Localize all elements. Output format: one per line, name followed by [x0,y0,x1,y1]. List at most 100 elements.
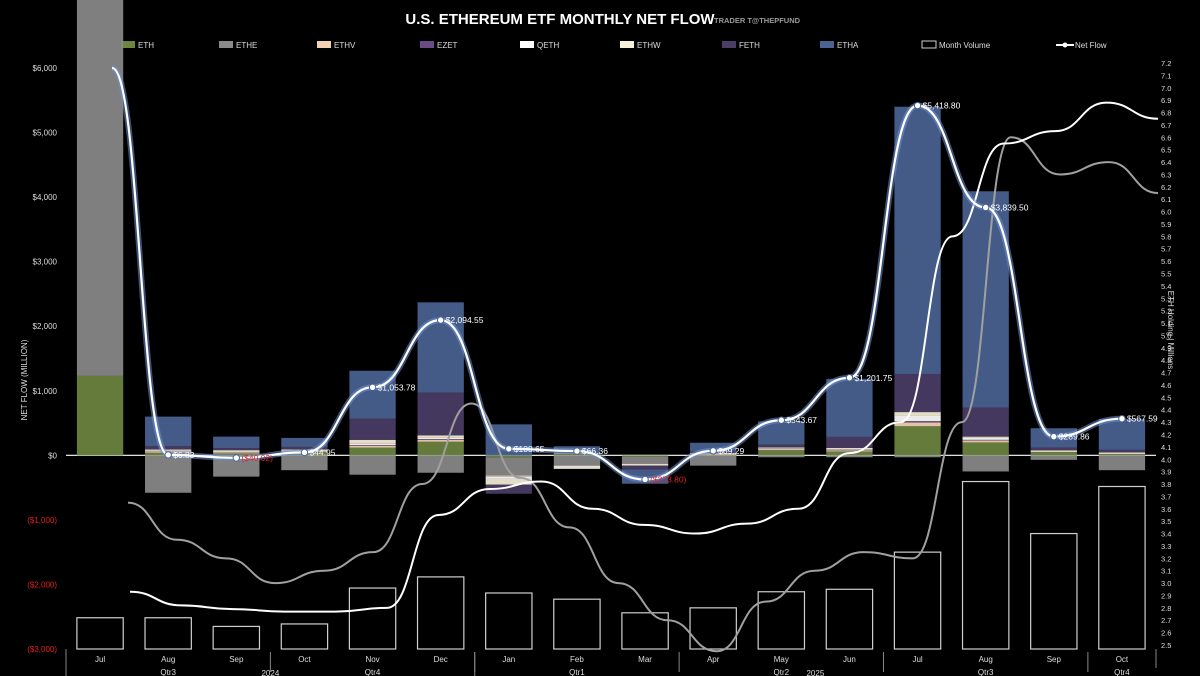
net-flow-label: $5,418.80 [923,101,961,111]
bar-segment-ethw [894,412,941,416]
net-flow-point [913,101,922,110]
bar-segment-ethw [349,439,396,444]
y2-tick-label: 6.1 [1161,195,1171,204]
y2-tick-label: 3.2 [1161,554,1171,563]
volume-bar [76,617,124,650]
y2-tick-label: 3.0 [1161,579,1171,588]
net-flow-label: $289.86 [1059,432,1090,442]
net-flow-label: $3,839.50 [991,202,1029,212]
bar-segment-feth [758,444,805,448]
x-tick-label: Aug [161,655,175,664]
legend-label: ETHE [236,41,257,50]
bar-segment-ethe [758,455,805,458]
y2-tick-label: 5.8 [1161,232,1171,241]
bar-segment-ethv [1030,451,1077,453]
net-flow-label: $1,201.75 [854,373,892,383]
quarter-label: Qtr3 [160,668,176,676]
bar-segment-qeth [962,437,1009,440]
y2-tick-label: 2.9 [1161,591,1171,600]
net-flow-label: $6.83 [173,450,195,460]
bar-segment-feth [213,448,260,451]
volume-bar [1098,485,1146,650]
y2-tick-label: 2.6 [1161,629,1171,638]
y-axis-title: NET FLOW (MILLION) [20,339,29,420]
bar-segment-feth [349,418,396,440]
volume-bar [893,551,942,650]
y2-tick-label: 5.6 [1161,257,1171,266]
bar-segment-ethe [894,455,941,458]
bar-segment-qeth [1098,453,1146,454]
x-tick-label: Oct [1116,655,1129,664]
bar-segment-ezet [962,439,1009,441]
y2-tick-label: 3.5 [1161,517,1171,526]
net-flow-point [368,383,377,392]
y2-tick-label: 5.5 [1161,270,1171,279]
y-tick-label: $0 [48,451,57,460]
bar-segment-feth [281,446,328,450]
net-flow-label: $100.65 [514,444,545,454]
bar-segment-ethw [1098,452,1146,454]
y2-tick-label: 4.9 [1161,344,1171,353]
bar-segment-etha [894,106,941,374]
bar-segment-ezet [826,449,873,451]
bar-segment-ethw [553,466,601,469]
y2-tick-label: 6.8 [1161,109,1171,118]
bar-segment-ethe [621,456,669,464]
bar-segment-qeth [417,437,464,440]
bar-segment-ethe [826,455,873,458]
holding-and-price-lines [127,101,1159,653]
x-tick-label: Sep [1047,655,1062,664]
x-tick-label: Jan [502,655,515,664]
net-flow-line: $6.83 ($40.02) $44.95 $1,053.78 $2,094.55 $10… [110,65,1158,484]
bar-segment-eth [758,450,805,456]
legend-item-qeth: QETH [520,41,559,50]
volume-bar [348,587,397,650]
y-tick-label: $5,000 [33,129,58,138]
bar-segment-ethw [621,464,669,466]
bar-segment-qeth [145,450,192,452]
y2-tick-label: 5.7 [1161,245,1171,254]
bar-segment-ethv [1098,453,1146,455]
net-flow-point [709,447,717,455]
eth-holding-line [129,101,1159,613]
bar-segment-ezet [894,421,941,423]
y-tick-label: $3,000 [33,258,58,267]
y-tick-label: ($2,000) [27,580,57,589]
bar-segment-qeth [758,447,805,449]
legend-item-ethv: ETHV [317,41,356,50]
x-tick-label: Sep [229,655,244,664]
legend-item-month-volume: Month Volume [921,40,991,50]
volume-bar [144,617,192,650]
y2-tick-label: 3.6 [1161,505,1171,514]
legend-label: FETH [739,41,760,50]
net-flow-point [1118,414,1126,423]
net-flow-label: $567.59 [1127,414,1158,424]
bar-segment-ethe [349,455,396,475]
x-tick-label: Feb [570,655,584,664]
net-flow-point [573,447,581,455]
net-flow-point [505,445,513,453]
net-flow-point [232,454,241,462]
bar-segment-ethv [349,445,396,448]
volume-bar [621,612,669,650]
bar-segment-ethv [894,422,941,427]
bar-segment-eth [621,455,669,457]
net-flow-point [1050,432,1058,441]
bar-segment-qeth [213,451,260,452]
bar-segment-etha [145,416,192,447]
y2-tick-label: 6.2 [1161,183,1171,192]
bar-segment-ethv [826,450,873,452]
bar-segment-eth [1030,452,1077,456]
bar-segment-ethe [962,455,1009,472]
legend-item-ethe: ETHE [219,41,257,50]
y2-tick-label: 4.4 [1161,406,1171,415]
y-tick-label: $6,000 [33,64,58,73]
y2-tick-label: 4.1 [1161,443,1171,452]
y2-tick-label: 4.7 [1161,369,1171,378]
y2-tick-label: 2.5 [1161,641,1171,650]
bar-segment-ezet [621,463,669,465]
x-tick-label: Jul [95,655,105,664]
volume-bar [553,598,601,650]
y2-tick-label: 6.3 [1161,170,1171,179]
bar-segment-eth [76,375,124,456]
